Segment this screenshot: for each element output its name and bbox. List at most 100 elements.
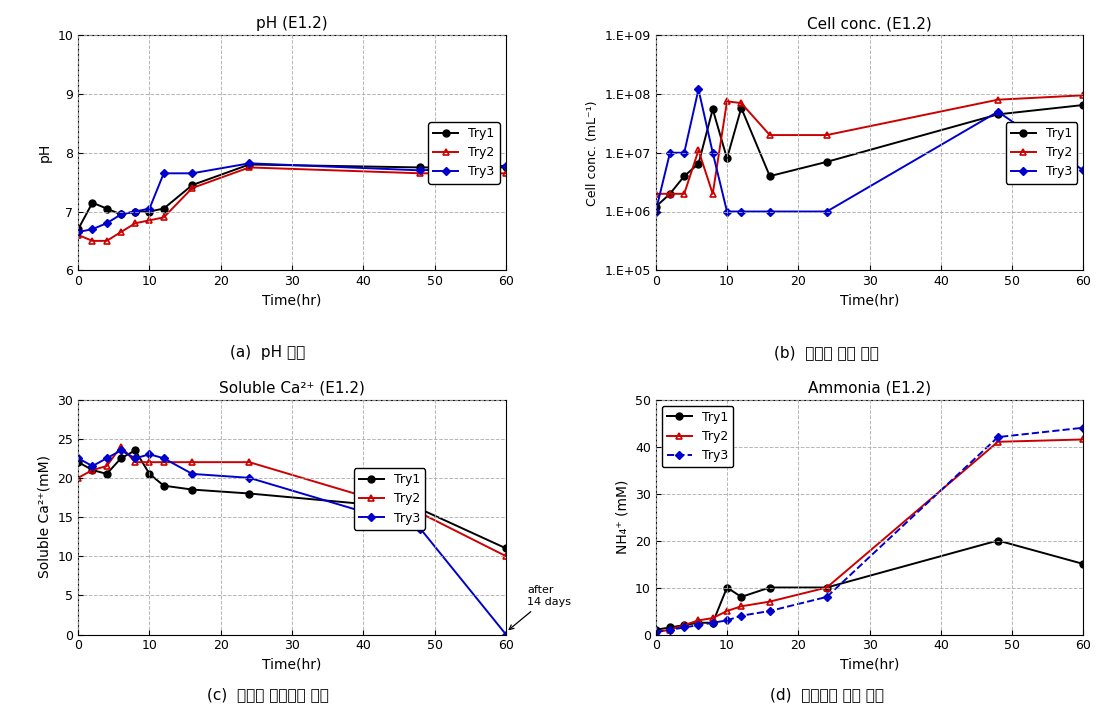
Line: Try1: Try1 [652, 102, 1087, 210]
X-axis label: Time(hr): Time(hr) [262, 658, 322, 672]
Try2 [706, 190, 719, 198]
Try1 [86, 466, 99, 474]
Try3 [128, 454, 142, 462]
Try3 [820, 593, 833, 601]
Try3 [157, 454, 171, 462]
Try1 [101, 470, 114, 478]
Line: Try1: Try1 [75, 447, 509, 552]
Try2 [157, 213, 171, 221]
Try3 [86, 462, 99, 470]
Try2 [720, 607, 734, 615]
Legend: Try1, Try2, Try3: Try1, Try2, Try3 [662, 406, 733, 467]
Try2 [143, 216, 156, 225]
Try2 [663, 190, 677, 198]
Try3 [991, 107, 1004, 116]
Line: Try2: Try2 [75, 164, 509, 245]
Try3 [1077, 166, 1090, 175]
Try3 [763, 207, 776, 216]
Try2 [242, 458, 256, 467]
Try2 [649, 628, 662, 637]
Line: Try3: Try3 [76, 448, 508, 637]
Try3 [691, 85, 705, 94]
Y-axis label: Soluble Ca²⁺(mM): Soluble Ca²⁺(mM) [38, 455, 51, 579]
Try2 [735, 602, 748, 611]
X-axis label: Time(hr): Time(hr) [262, 294, 322, 307]
Try3 [143, 204, 156, 213]
Try2 [413, 509, 427, 517]
Try2 [143, 458, 156, 467]
Try3 [991, 433, 1004, 441]
Try2 [720, 97, 734, 106]
Try1 [114, 454, 127, 462]
Try2 [678, 621, 691, 630]
Try1 [71, 458, 85, 467]
Y-axis label: pH: pH [38, 143, 51, 162]
Try1 [763, 172, 776, 180]
Try3 [71, 454, 85, 462]
Text: (c)  용해된 칼슘이온 변화: (c) 용해된 칼슘이온 변화 [207, 687, 330, 702]
Try3 [706, 149, 719, 157]
Try2 [86, 237, 99, 245]
Try1 [499, 544, 513, 553]
Try3 [663, 625, 677, 634]
Try2 [185, 458, 199, 467]
Try1 [1077, 101, 1090, 109]
Try1 [242, 489, 256, 498]
Try3 [649, 628, 662, 637]
Try3 [499, 161, 513, 170]
Try2 [763, 597, 776, 606]
Try2 [114, 228, 127, 236]
Try2 [820, 131, 833, 140]
Try2 [86, 466, 99, 474]
Try1 [128, 446, 142, 455]
Try3 [185, 470, 199, 478]
Try3 [86, 225, 99, 233]
Try2 [649, 190, 662, 198]
Try3 [143, 450, 156, 458]
Line: Try3: Try3 [653, 425, 1086, 635]
Title: Ammonia (E1.2): Ammonia (E1.2) [808, 381, 932, 396]
Line: Try1: Try1 [75, 161, 509, 233]
Try3 [663, 149, 677, 157]
Try2 [499, 552, 513, 560]
Try3 [114, 210, 127, 219]
Legend: Try1, Try2, Try3: Try1, Try2, Try3 [354, 468, 426, 529]
Try2 [71, 474, 85, 482]
Y-axis label: Cell conc. (mL⁻¹): Cell conc. (mL⁻¹) [586, 100, 599, 205]
Try1 [157, 204, 171, 213]
Try3 [820, 207, 833, 216]
Legend: Try1, Try2, Try3: Try1, Try2, Try3 [1006, 122, 1077, 183]
Try1 [499, 163, 513, 171]
Y-axis label: NH₄⁺ (mM): NH₄⁺ (mM) [615, 480, 629, 554]
Line: Try3: Try3 [76, 161, 508, 235]
Try2 [763, 131, 776, 140]
Try1 [157, 482, 171, 490]
Legend: Try1, Try2, Try3: Try1, Try2, Try3 [429, 122, 499, 183]
Try2 [128, 458, 142, 467]
Try1 [706, 105, 719, 114]
Try3 [720, 207, 734, 216]
Text: after
14 days: after 14 days [509, 585, 572, 630]
Try2 [242, 163, 256, 171]
Try3 [242, 159, 256, 168]
Try2 [735, 99, 748, 107]
Try1 [720, 154, 734, 163]
Try1 [678, 172, 691, 180]
Try1 [242, 160, 256, 168]
Try1 [706, 618, 719, 627]
Try2 [101, 462, 114, 470]
Try1 [143, 470, 156, 478]
Try1 [114, 210, 127, 219]
Try1 [413, 505, 427, 513]
X-axis label: Time(hr): Time(hr) [840, 294, 899, 307]
Try3 [114, 446, 127, 455]
Try3 [413, 525, 427, 533]
Try2 [128, 219, 142, 228]
Try1 [185, 485, 199, 494]
Line: Try2: Try2 [652, 436, 1087, 636]
Line: Try2: Try2 [75, 443, 509, 560]
Try1 [649, 202, 662, 211]
Try2 [991, 95, 1004, 104]
Try2 [1077, 91, 1090, 99]
Try2 [691, 146, 705, 154]
